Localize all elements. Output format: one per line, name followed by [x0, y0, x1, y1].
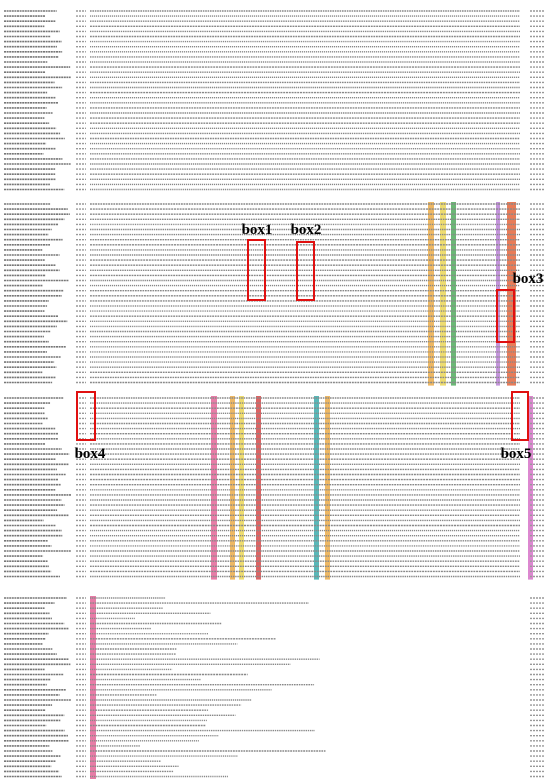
conserved-column [314, 396, 319, 580]
conserved-column [211, 396, 217, 580]
conserved-column [507, 202, 516, 386]
conserved-column [528, 396, 533, 580]
box-label: box1 [242, 222, 273, 238]
motif-box [296, 241, 315, 301]
conserved-column [325, 396, 330, 580]
conserved-column [239, 396, 244, 580]
motif-box [496, 289, 515, 343]
box-label: box2 [291, 222, 322, 238]
motif-box [511, 391, 529, 441]
box-label: box4 [75, 446, 106, 462]
conserved-column [230, 396, 235, 580]
conserved-column [256, 396, 261, 580]
box-label: box5 [501, 446, 532, 462]
conserved-column [428, 202, 434, 386]
conserved-column [90, 596, 96, 779]
conserved-column [440, 202, 446, 386]
motif-boxes: box1 box2 box3 box4 box5 [75, 222, 544, 462]
box-label: box3 [513, 271, 544, 287]
motif-box [76, 391, 96, 441]
motif-box [247, 239, 266, 301]
alignment-rows [4, 10, 544, 778]
conserved-column [451, 202, 456, 386]
